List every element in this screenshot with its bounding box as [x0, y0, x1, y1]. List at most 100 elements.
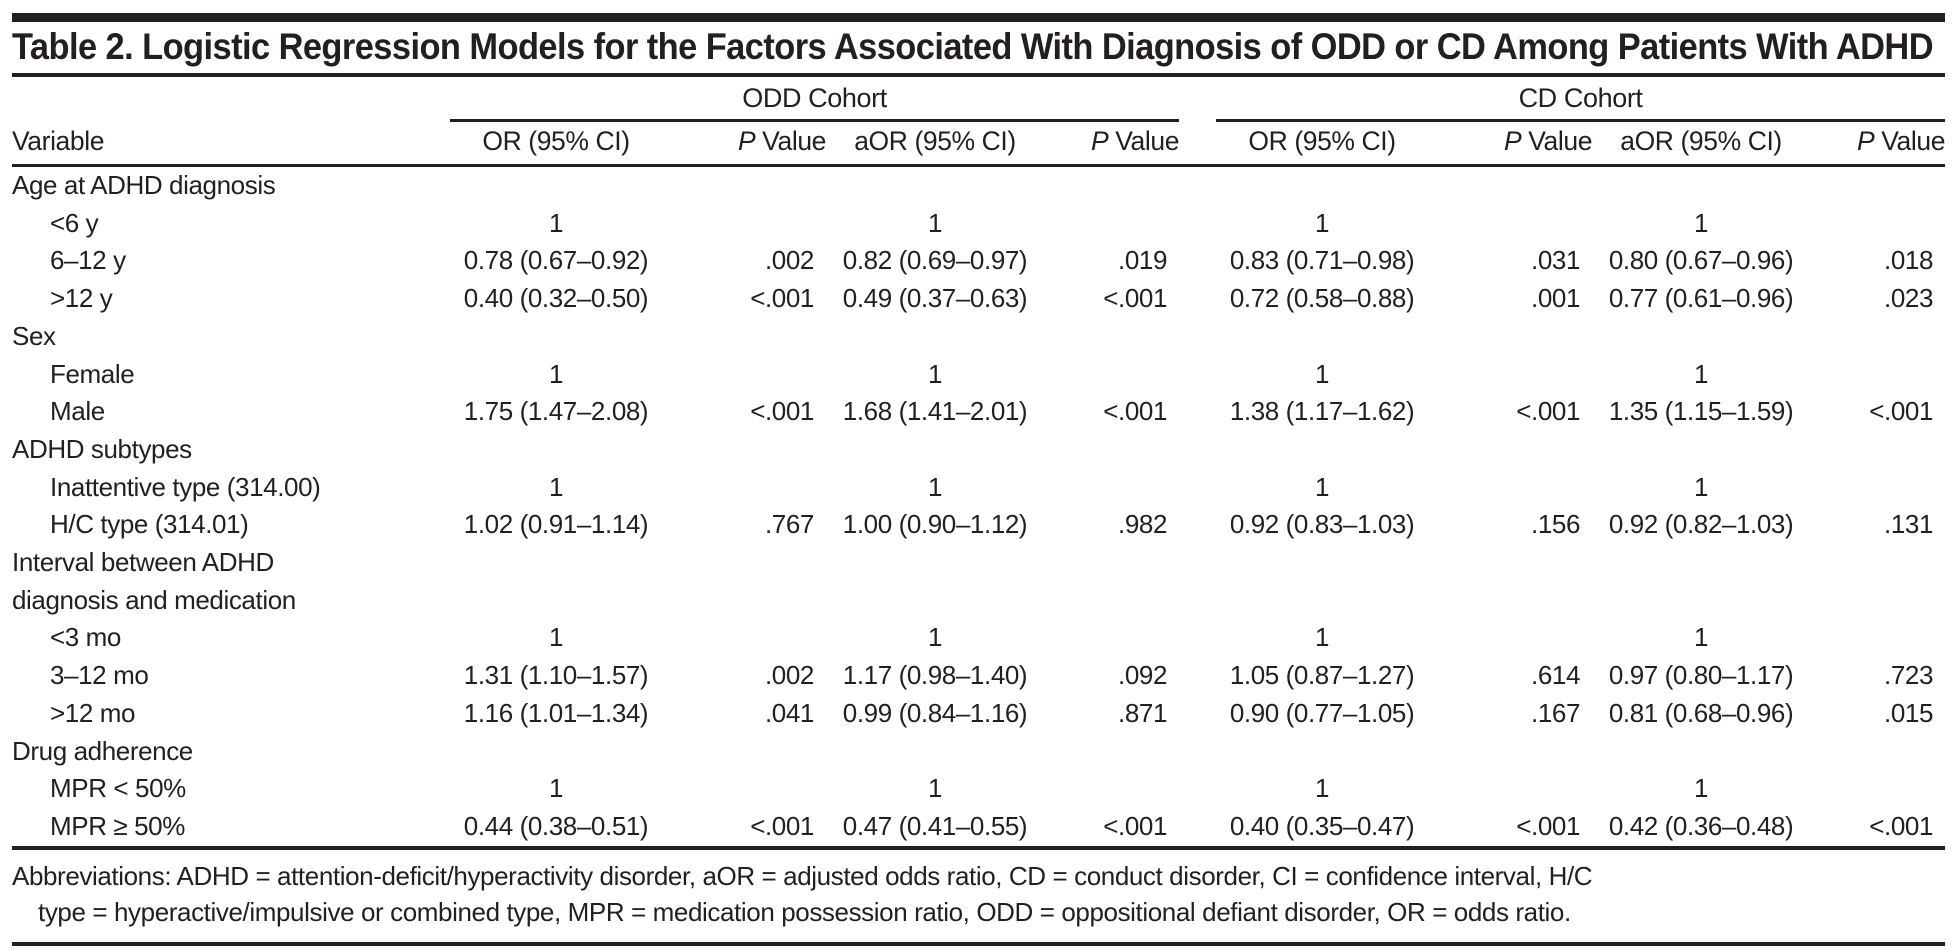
- column-gap: [1179, 469, 1216, 507]
- column-header-row: Variable OR (95% CI) P Value aOR (95% CI…: [12, 120, 1945, 167]
- p-value-cell: [662, 619, 826, 657]
- section-label: ADHD subtypes: [12, 433, 192, 464]
- cohort-header-cd: CD Cohort: [1216, 77, 1946, 122]
- footnote-top-rule: [12, 845, 1945, 850]
- p-value-cell: <.001: [1516, 396, 1581, 427]
- estimate-cell: 0.72 (0.58–0.88): [1229, 283, 1415, 314]
- column-gap: [1179, 356, 1216, 394]
- column-gap: [1179, 506, 1216, 544]
- column-gap: [1179, 393, 1216, 431]
- estimate-cell: 0.44 (0.38–0.51): [463, 810, 649, 841]
- estimate-cell: 1.16 (1.01–1.34): [463, 697, 649, 728]
- estimate-cell: 1: [1694, 622, 1709, 653]
- aor-column-header: aOR (95% CI): [826, 120, 1044, 167]
- estimate-cell: 1.35 (1.15–1.59): [1608, 396, 1794, 427]
- top-rule: [12, 13, 1945, 22]
- variable-cell: <3 mo: [50, 622, 121, 653]
- p-value-cell: .723: [1884, 660, 1934, 691]
- column-gap: [1179, 619, 1216, 657]
- estimate-cell: 1: [1694, 358, 1709, 389]
- p-value-cell: [1044, 770, 1179, 808]
- estimate-cell: 1: [927, 471, 943, 502]
- estimate-cell: 0.78 (0.67–0.92): [463, 245, 649, 276]
- p-value-cell: .015: [1884, 697, 1934, 728]
- variable-cell: MPR < 50%: [50, 773, 186, 804]
- section-label: Sex: [12, 320, 56, 351]
- p-value-cell: [1428, 619, 1592, 657]
- cohort-header-row: ODD Cohort CD Cohort: [12, 77, 1946, 122]
- section-row: Interval between ADHD diagnosis and medi…: [12, 544, 1945, 619]
- data-row: Inattentive type (314.00) 1 1 1 1: [12, 469, 1945, 507]
- estimate-cell: 1: [1315, 358, 1330, 389]
- p-value-cell: [1044, 469, 1179, 507]
- p-value-cell: [1810, 619, 1945, 657]
- p-value-cell: [662, 469, 826, 507]
- estimate-cell: 1: [1315, 773, 1330, 804]
- column-gap: [1179, 205, 1216, 243]
- estimate-cell: 0.47 (0.41–0.55): [842, 810, 1028, 841]
- estimate-cell: 1: [548, 471, 564, 502]
- estimate-cell: 0.81 (0.68–0.96): [1608, 697, 1794, 728]
- p-value-cell: [662, 205, 826, 243]
- section-label: Drug adherence: [12, 735, 193, 766]
- estimate-cell: 1: [548, 358, 564, 389]
- variable-cell: MPR ≥ 50%: [50, 810, 185, 841]
- data-row: >12 mo 1.16 (1.01–1.34) .041 0.99 (0.84–1.1…: [12, 695, 1945, 733]
- p-value-cell: <.001: [1103, 810, 1168, 841]
- column-gap: [1179, 808, 1216, 846]
- data-row: >12 y 0.40 (0.32–0.50) <.001 0.49 (0.37–0.6…: [12, 280, 1945, 318]
- bottom-rule: [12, 941, 1945, 946]
- column-gap: [1179, 695, 1216, 733]
- estimate-cell: 0.82 (0.69–0.97): [842, 245, 1028, 276]
- estimate-cell: 1.38 (1.17–1.62): [1229, 396, 1415, 427]
- p-value-cell: .614: [1531, 660, 1581, 691]
- p-value-cell: .019: [1118, 245, 1168, 276]
- p-value-cell: .982: [1118, 509, 1168, 540]
- estimate-cell: 1: [1694, 471, 1709, 502]
- p-value-cell: <.001: [1516, 810, 1581, 841]
- estimate-cell: 1: [927, 207, 943, 238]
- p-value-cell: [1810, 469, 1945, 507]
- estimate-cell: 1.75 (1.47–2.08): [463, 396, 649, 427]
- estimate-cell: 0.49 (0.37–0.63): [842, 283, 1028, 314]
- p-value-cell: <.001: [1103, 283, 1168, 314]
- p-value-cell: <.001: [750, 810, 814, 841]
- p-value-cell: <.001: [1869, 396, 1934, 427]
- estimate-cell: 0.77 (0.61–0.96): [1608, 283, 1794, 314]
- section-row: Sex: [12, 318, 1945, 356]
- footnote: Abbreviations: ADHD = attention-deficit/…: [12, 850, 1945, 942]
- p-value-column-header: P Value: [662, 120, 826, 167]
- variable-cell: Male: [50, 396, 105, 427]
- estimate-cell: 0.99 (0.84–1.16): [842, 697, 1028, 728]
- estimate-cell: 1: [1694, 773, 1709, 804]
- variable-cell: <6 y: [50, 207, 99, 238]
- aor-column-header: aOR (95% CI): [1592, 120, 1811, 167]
- p-value-cell: [1810, 205, 1945, 243]
- column-gap: [1179, 280, 1216, 318]
- data-row: H/C type (314.01) 1.02 (0.91–1.14) .767 1.0…: [12, 506, 1945, 544]
- section-row: Drug adherence: [12, 733, 1945, 771]
- cohort-header-odd: ODD Cohort: [450, 77, 1180, 122]
- section-label: Age at ADHD diagnosis: [12, 170, 276, 200]
- title-block: Table 2. Logistic Regression Models for …: [12, 22, 1945, 77]
- data-row: 6–12 y 0.78 (0.67–0.92) .002 0.82 (0.69–0.9…: [12, 242, 1945, 280]
- estimate-cell: 1: [1315, 207, 1330, 238]
- p-value-cell: [1428, 469, 1592, 507]
- column-gap: [1179, 242, 1216, 280]
- section-row: Age at ADHD diagnosis: [12, 166, 1945, 205]
- estimate-cell: 1.05 (0.87–1.27): [1229, 660, 1415, 691]
- footnote-line: Abbreviations: ADHD = attention-deficit/…: [12, 860, 1593, 891]
- estimate-cell: 1: [927, 358, 943, 389]
- estimate-cell: 0.40 (0.32–0.50): [463, 283, 649, 314]
- footnote-line: type = hyperactive/impulsive or combined…: [38, 896, 1571, 927]
- p-value-cell: [662, 356, 826, 394]
- estimate-cell: 1.31 (1.10–1.57): [463, 660, 649, 691]
- p-value-column-header: P Value: [1810, 120, 1945, 167]
- p-value-cell: .031: [1531, 245, 1581, 276]
- p-value-cell: .092: [1118, 660, 1168, 691]
- estimate-cell: 1.17 (0.98–1.40): [842, 660, 1028, 691]
- p-value-cell: [1044, 356, 1179, 394]
- p-value-cell: .131: [1884, 509, 1934, 540]
- p-value-cell: [1044, 619, 1179, 657]
- estimate-cell: 1: [927, 773, 943, 804]
